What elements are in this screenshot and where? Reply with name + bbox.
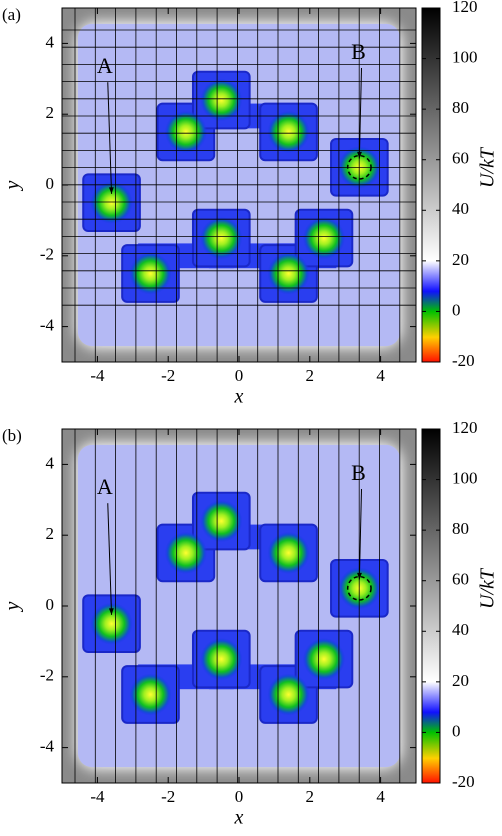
x-tick-label: 4 <box>376 366 385 385</box>
x-tick-label: 0 <box>235 787 244 806</box>
x-tick-label: -2 <box>161 787 175 806</box>
annotation: A <box>97 474 113 499</box>
panel-label: (b) <box>2 426 22 445</box>
annotation-arrow <box>358 68 363 159</box>
well <box>129 252 172 295</box>
arrow-head <box>108 608 114 615</box>
arrow-head <box>108 187 114 194</box>
colorbar-label: U/kT <box>477 146 499 188</box>
well <box>164 531 208 575</box>
x-tick-label: 2 <box>306 787 315 806</box>
y-tick-label: -4 <box>40 316 55 335</box>
y-tick-label: 0 <box>46 174 55 193</box>
colorbar-tick-label: 0 <box>452 721 461 740</box>
x-tick-label: 0 <box>235 366 244 385</box>
well <box>200 637 243 681</box>
plot-area <box>62 429 416 783</box>
y-axis-label: y <box>2 180 24 191</box>
colorbar-tick-label: 120 <box>452 0 478 16</box>
colorbar-tick-label: 60 <box>452 149 469 168</box>
arrow-head <box>357 151 362 159</box>
x-tick-label: -4 <box>90 787 105 806</box>
colorbar <box>421 428 441 784</box>
colorbar-tick-label: 120 <box>452 418 478 437</box>
annotation: B <box>351 39 366 64</box>
colorbar <box>421 7 441 363</box>
y-tick-label: -2 <box>40 666 54 685</box>
colorbar-tick-label: -20 <box>452 772 475 791</box>
colorbar-tick-label: -20 <box>452 351 475 370</box>
well <box>90 181 133 224</box>
arrow-head <box>357 572 362 580</box>
x-tick-label: -2 <box>161 366 175 385</box>
panel-label: (a) <box>2 5 21 24</box>
well <box>90 602 133 645</box>
well <box>200 216 243 260</box>
target-marker <box>346 575 372 601</box>
well <box>129 673 172 716</box>
y-tick-label: -4 <box>40 737 55 756</box>
y-tick-label: 2 <box>46 103 55 122</box>
colorbar-tick-label: 100 <box>452 468 478 487</box>
well <box>267 110 310 154</box>
colorbar-tick-label: 40 <box>452 620 469 639</box>
well <box>200 78 243 122</box>
colorbar-tick-label: 20 <box>452 250 469 269</box>
well <box>200 499 243 543</box>
colorbar-label: U/kT <box>477 567 499 609</box>
annotation: B <box>351 460 366 485</box>
well <box>267 531 310 575</box>
colorbar-tick-label: 80 <box>452 519 469 538</box>
y-tick-label: 0 <box>46 595 55 614</box>
y-tick-label: 4 <box>46 453 55 472</box>
colorbar-tick-label: 100 <box>452 47 478 66</box>
well <box>267 673 310 716</box>
well <box>164 110 208 154</box>
colorbar-tick-label: 80 <box>452 98 469 117</box>
well <box>302 637 346 681</box>
annotation-arrow <box>107 503 113 615</box>
colorbar-tick-label: 60 <box>452 570 469 589</box>
x-axis-label: x <box>234 386 244 408</box>
y-axis-label: y <box>2 601 24 612</box>
x-tick-label: -4 <box>90 366 105 385</box>
x-tick-label: 2 <box>306 366 315 385</box>
y-tick-label: 2 <box>46 524 55 543</box>
colorbar-tick-label: 20 <box>452 671 469 690</box>
colorbar-tick-label: 40 <box>452 199 469 218</box>
annotation: A <box>97 53 113 78</box>
y-tick-label: 4 <box>46 32 55 51</box>
annotation-arrow <box>358 489 363 580</box>
well <box>302 216 346 260</box>
colorbar-tick-label: 0 <box>452 300 461 319</box>
annotation-arrow <box>107 82 113 194</box>
y-tick-label: -2 <box>40 245 54 264</box>
plot-area <box>62 8 416 362</box>
x-axis-label: x <box>234 807 244 829</box>
target-marker <box>346 154 372 180</box>
x-tick-label: 4 <box>376 787 385 806</box>
